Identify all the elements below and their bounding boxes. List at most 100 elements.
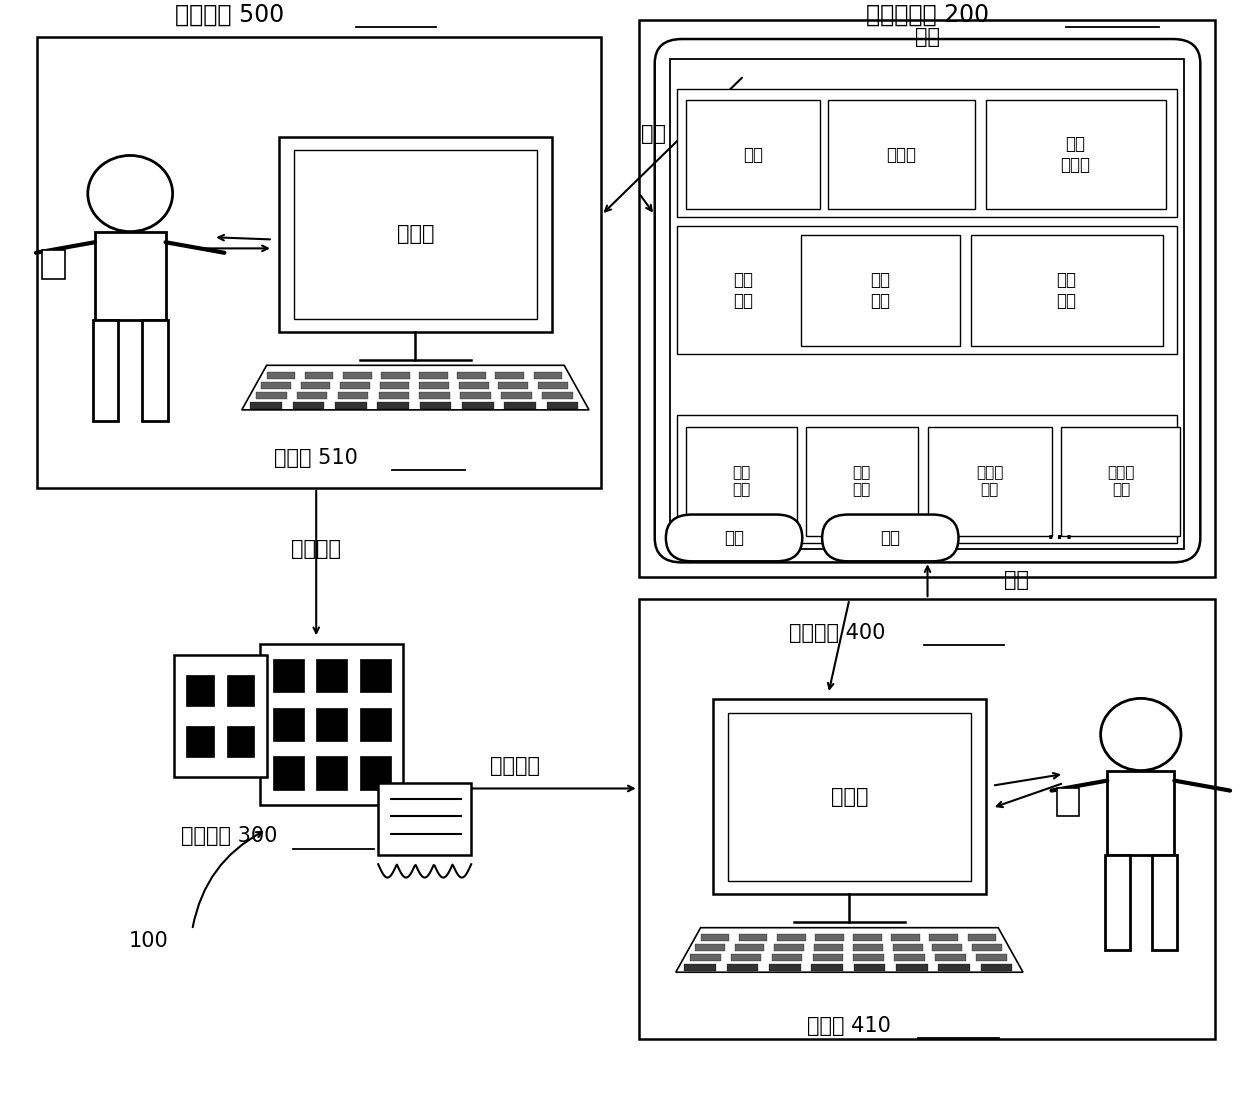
Bar xyxy=(501,392,532,399)
Bar xyxy=(305,372,334,379)
Bar xyxy=(538,382,568,389)
Text: 客户端 510: 客户端 510 xyxy=(274,448,358,468)
Bar xyxy=(696,944,725,951)
Bar xyxy=(892,934,920,941)
Bar xyxy=(458,372,486,379)
Bar xyxy=(377,402,409,409)
Bar xyxy=(94,231,166,321)
Bar xyxy=(771,954,802,961)
Text: 账本: 账本 xyxy=(743,146,763,164)
Bar xyxy=(677,226,1177,354)
Bar xyxy=(686,101,820,209)
Bar xyxy=(419,392,450,399)
Bar xyxy=(853,944,883,951)
Text: 传输密
钥库: 传输密 钥库 xyxy=(1107,465,1135,497)
Text: 100: 100 xyxy=(129,932,169,951)
Text: 业务主体 500: 业务主体 500 xyxy=(175,2,284,27)
Bar xyxy=(777,934,806,941)
FancyBboxPatch shape xyxy=(666,515,802,562)
Bar xyxy=(769,964,801,971)
Bar xyxy=(639,20,1215,576)
Bar xyxy=(828,101,975,209)
Bar xyxy=(811,964,843,971)
Bar xyxy=(496,372,525,379)
Bar xyxy=(972,944,1002,951)
Bar xyxy=(639,599,1215,1039)
Bar xyxy=(463,402,494,409)
Bar xyxy=(932,944,962,951)
Bar xyxy=(360,708,391,742)
Bar xyxy=(42,249,66,279)
Bar xyxy=(727,964,759,971)
Bar xyxy=(273,756,304,790)
Bar xyxy=(815,934,843,941)
Polygon shape xyxy=(676,928,1023,972)
Bar xyxy=(976,954,1007,961)
Bar xyxy=(689,954,720,961)
Bar xyxy=(853,954,884,961)
Bar xyxy=(813,944,843,951)
Text: 客户端: 客户端 xyxy=(397,225,434,245)
Bar xyxy=(1061,427,1180,536)
Bar xyxy=(378,783,471,856)
Bar xyxy=(670,59,1184,550)
Bar xyxy=(186,675,213,706)
Bar xyxy=(981,964,1012,971)
Text: 区块链网络 200: 区块链网络 200 xyxy=(866,2,990,27)
Bar xyxy=(801,235,960,346)
Text: ···: ··· xyxy=(1045,525,1075,554)
Bar xyxy=(1105,855,1130,949)
Bar xyxy=(684,964,717,971)
Bar xyxy=(381,372,409,379)
Bar xyxy=(1056,787,1079,815)
Bar xyxy=(360,659,391,693)
Bar xyxy=(967,934,996,941)
Bar xyxy=(379,382,409,389)
Circle shape xyxy=(88,155,172,231)
Bar xyxy=(227,675,254,706)
Bar xyxy=(378,392,409,399)
Bar xyxy=(360,756,391,790)
Bar xyxy=(986,101,1166,209)
Bar xyxy=(806,427,918,536)
Text: 客户端: 客户端 xyxy=(831,786,868,806)
Bar xyxy=(498,382,528,389)
Bar xyxy=(547,402,578,409)
Bar xyxy=(262,382,291,389)
Text: 业务主体 400: 业务主体 400 xyxy=(789,622,885,642)
Bar xyxy=(335,402,367,409)
Circle shape xyxy=(1101,698,1180,771)
Bar xyxy=(419,402,451,409)
Bar xyxy=(677,416,1177,544)
Text: 共识
服务: 共识 服务 xyxy=(733,271,753,311)
Bar xyxy=(701,934,729,941)
Bar xyxy=(459,382,489,389)
Bar xyxy=(296,392,327,399)
Bar xyxy=(939,964,970,971)
Bar xyxy=(1152,855,1177,949)
Bar xyxy=(542,392,573,399)
Bar xyxy=(894,954,925,961)
Bar xyxy=(812,954,843,961)
Polygon shape xyxy=(242,365,589,410)
Text: 客户端 410: 客户端 410 xyxy=(807,1015,892,1035)
Text: 节点: 节点 xyxy=(880,529,900,547)
Text: 排序
服务: 排序 服务 xyxy=(1056,271,1076,311)
Bar xyxy=(893,944,923,951)
Bar xyxy=(301,382,330,389)
Bar xyxy=(279,137,552,332)
Bar xyxy=(267,372,295,379)
Text: 链码
服务: 链码 服务 xyxy=(733,465,750,497)
Bar xyxy=(774,944,804,951)
Bar xyxy=(677,89,1177,217)
Bar xyxy=(419,372,448,379)
Bar xyxy=(343,372,372,379)
Bar xyxy=(935,954,966,961)
Bar xyxy=(37,37,601,488)
Bar xyxy=(460,392,491,399)
Bar xyxy=(316,708,347,742)
Bar xyxy=(1107,771,1174,855)
Text: 交易: 交易 xyxy=(1004,571,1029,590)
Text: 认证中心 300: 认证中心 300 xyxy=(181,827,278,847)
Bar xyxy=(141,321,167,421)
